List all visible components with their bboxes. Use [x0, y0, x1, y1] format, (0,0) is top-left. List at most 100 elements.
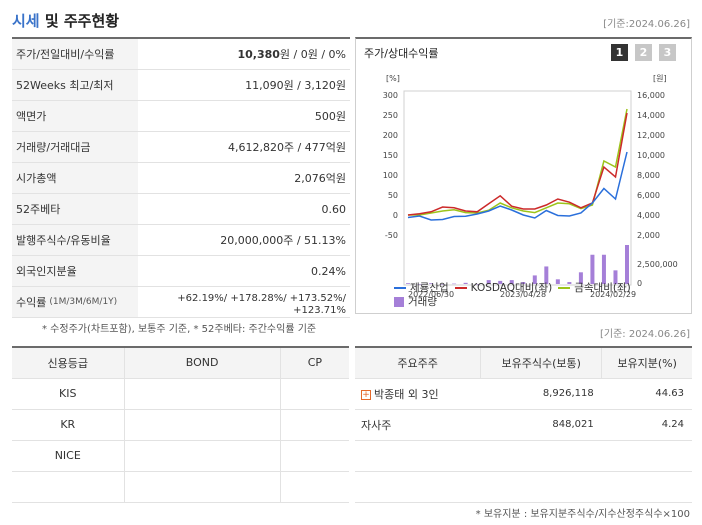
chart-page-1-button[interactable]: 1 — [611, 44, 628, 61]
x-tick-label: 2022/06/30 — [408, 290, 454, 299]
table-row: KR — [12, 409, 349, 441]
volume-bar — [555, 279, 560, 284]
volume-bar — [544, 266, 549, 284]
legend-item: 제룡산업 — [394, 281, 449, 295]
volume-bar — [429, 283, 434, 284]
return-label-period: (1M/3M/6M/1Y) — [49, 297, 118, 307]
chart-legend: 제룡산업 KOSDAQ대비(좌) 금속대비(좌) 거래량 — [394, 279, 684, 311]
volume-bar — [486, 280, 491, 284]
holders-base-date: [기준: 2024.06.26] — [599, 329, 690, 340]
right-tick-label: 12,000 — [637, 131, 665, 140]
credit-cell: KR — [12, 409, 125, 441]
expand-icon[interactable]: + — [361, 389, 371, 400]
price-row: 52주베타 0.60 — [12, 194, 350, 225]
price-row-value: 500원 — [314, 110, 346, 123]
right-tick-label: 16,000 — [637, 91, 665, 100]
section-title-main: 시세 — [12, 12, 40, 30]
x-tick-label: 2023/04/28 — [500, 290, 546, 299]
credit-cell: KIS — [12, 378, 125, 410]
volume-bar — [601, 254, 606, 284]
legend-item: 거래량 — [394, 295, 437, 309]
legend-label: KOSDAQ대비(좌) — [470, 282, 553, 294]
table-row: 자사주 848,021 4.24 — [355, 409, 692, 441]
price-row-label: 시가총액 — [12, 163, 138, 193]
return-label: 수익률 (1M/3M/6M/1Y) — [12, 287, 138, 317]
left-tick-label: 150 — [383, 151, 398, 160]
legend-swatch-line — [394, 287, 406, 289]
volume-bar — [590, 254, 595, 284]
legend-label: 거래량 — [408, 296, 437, 308]
table-row — [355, 471, 692, 503]
credit-header-row: 신용등급 BOND CP — [12, 347, 349, 379]
price-row-label: 52Weeks 최고/최저 — [12, 70, 138, 100]
table-row: KIS — [12, 378, 349, 410]
legend-label: 금속대비(좌) — [574, 282, 631, 294]
return-row: 수익률 (1M/3M/6M/1Y) +62.19%/ +178.28%/ +173.… — [12, 287, 350, 318]
holders-footnote: * 보유지분 : 보유지분주식수/지수산정주식수×100 — [475, 509, 690, 520]
legend-label: 제룡산업 — [410, 282, 449, 294]
price-row-value: 2,076억원 — [294, 172, 346, 185]
left-tick-label: -50 — [385, 231, 398, 240]
return-line-2: +123.71% — [293, 305, 346, 316]
right-tick-label: 6,000 — [637, 191, 660, 200]
right-tick-label: 8,000 — [637, 171, 660, 180]
left-tick-label: 200 — [383, 131, 398, 140]
empty-cell — [601, 440, 692, 472]
credit-cell — [124, 409, 281, 441]
legend-swatch-bar — [394, 297, 404, 307]
legend-swatch-line — [558, 287, 571, 289]
credit-cell — [280, 409, 349, 441]
chart-page-3-button[interactable]: 3 — [659, 44, 676, 61]
volume-tick-label: 0 — [637, 279, 642, 288]
volume-bar — [440, 284, 445, 285]
volume-bar — [498, 280, 503, 284]
volume-tick-label: 2,500,000 — [637, 260, 678, 269]
return-line-1: +62.19%/ +178.28%/ +173.52%/ — [177, 293, 346, 304]
credit-header: 신용등급 — [12, 347, 125, 379]
credit-cell — [280, 440, 349, 472]
holder-shares: 8,926,118 — [480, 378, 602, 410]
price-row-value: 20,000,000주 / 51.13% — [220, 234, 346, 247]
credit-cell — [124, 440, 281, 472]
price-chart: [%] [원] 300 250 200 150 100 50 0 -50 16,000 14,000 1… — [383, 74, 678, 299]
legend-swatch-line — [454, 287, 467, 289]
price-row: 주가/전일대비/수익률 10,380 원 / 0원 / 0% — [12, 39, 350, 70]
volume-bar — [475, 284, 480, 285]
credit-cell — [280, 471, 349, 503]
price-row-value: 4,612,820주 / 477억원 — [227, 141, 346, 154]
price-row: 시가총액 2,076억원 — [12, 163, 350, 194]
credit-cell — [124, 378, 281, 410]
empty-cell — [355, 440, 481, 472]
price-row: 외국인지분율 0.24% — [12, 256, 350, 287]
holders-header: 주요주주 — [355, 347, 482, 379]
price-table: 주가/전일대비/수익률 10,380 원 / 0원 / 0% 52Weeks 최고/최… — [12, 37, 350, 318]
volume-bar — [452, 283, 457, 285]
credit-cell — [12, 471, 125, 503]
holders-header: 보유지분(%) — [601, 347, 692, 379]
empty-cell — [355, 471, 481, 503]
right-axis-unit: [원] — [653, 74, 667, 83]
left-axis-unit: [%] — [386, 74, 400, 83]
holder-name: 박종태 외 3인 — [374, 387, 439, 401]
price-row-value: 0.24% — [311, 264, 346, 278]
holder-shares: 848,021 — [480, 409, 602, 441]
credit-header: CP — [280, 347, 349, 379]
price-row-label: 거래량/거래대금 — [12, 132, 138, 162]
holder-name: 자사주 — [361, 418, 392, 432]
volume-bar — [417, 284, 422, 285]
credit-header: BOND — [124, 347, 281, 379]
price-row: 52Weeks 최고/최저 11,090원 / 3,120원 — [12, 70, 350, 101]
credit-cell — [124, 471, 281, 503]
chart-page-2-button[interactable]: 2 — [635, 44, 652, 61]
price-row: 발행주식수/유동비율 20,000,000주 / 51.13% — [12, 225, 350, 256]
price-row-value: 11,090원 / 3,120원 — [245, 79, 346, 92]
return-label-main: 수익률 — [16, 296, 47, 309]
price-row: 액면가 500원 — [12, 101, 350, 132]
volume-bar — [521, 282, 526, 284]
section-title: 시세 및 주주현황 — [12, 10, 119, 31]
chart-title: 주가/상대수익률 — [364, 47, 439, 60]
table-row: + 박종태 외 3인 8,926,118 44.63 — [355, 378, 692, 410]
holder-name-cell: 자사주 — [355, 409, 481, 441]
credit-rating-table: 신용등급 BOND CP KIS KR NICE — [12, 346, 349, 503]
empty-cell — [480, 440, 602, 472]
